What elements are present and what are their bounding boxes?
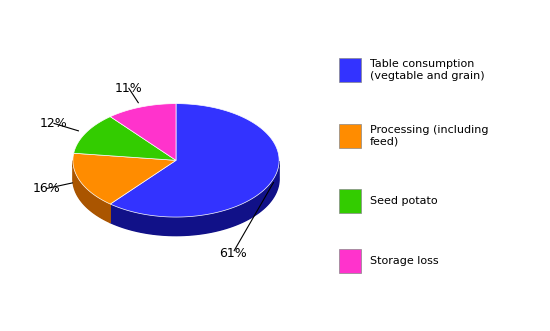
Text: Processing (including
feed): Processing (including feed) — [370, 125, 488, 147]
FancyBboxPatch shape — [339, 58, 361, 82]
Polygon shape — [110, 161, 279, 236]
Text: Storage loss: Storage loss — [370, 256, 438, 266]
Text: 16%: 16% — [32, 182, 60, 195]
Polygon shape — [73, 153, 176, 204]
FancyBboxPatch shape — [339, 189, 361, 213]
Polygon shape — [73, 161, 110, 223]
Text: Table consumption
(vegtable and grain): Table consumption (vegtable and grain) — [370, 59, 484, 81]
Text: 11%: 11% — [115, 82, 142, 95]
FancyBboxPatch shape — [339, 249, 361, 273]
Text: 12%: 12% — [40, 117, 68, 130]
Polygon shape — [74, 117, 176, 160]
Ellipse shape — [73, 122, 279, 236]
Polygon shape — [110, 104, 279, 217]
FancyBboxPatch shape — [339, 124, 361, 148]
Polygon shape — [110, 104, 176, 160]
Text: 61%: 61% — [219, 247, 246, 260]
Text: Seed potato: Seed potato — [370, 196, 437, 206]
